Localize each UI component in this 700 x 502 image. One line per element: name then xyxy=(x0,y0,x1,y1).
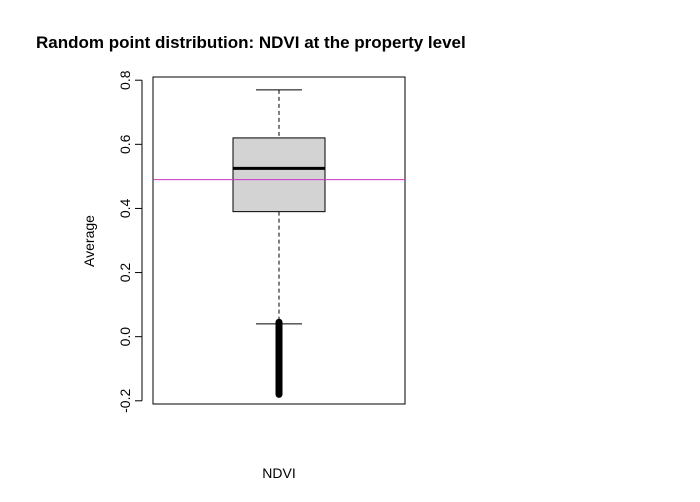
y-axis: -0.2 0.0 0.2 0.4 0.6 0.8 xyxy=(117,70,143,413)
y-tick-label: 0.4 xyxy=(117,198,133,218)
y-tick-label: 0.6 xyxy=(117,134,133,154)
plot-frame xyxy=(152,76,406,405)
x-axis-label: NDVI xyxy=(262,465,295,481)
y-axis-label: Average xyxy=(81,215,97,267)
ndvi-box xyxy=(153,89,405,398)
y-tick-label: 0.0 xyxy=(117,327,133,347)
y-tick-label: 0.2 xyxy=(117,263,133,283)
y-tick-label: -0.2 xyxy=(117,389,133,413)
iqr-box xyxy=(232,137,326,213)
chart-title: Random point distribution: NDVI at the p… xyxy=(36,33,466,52)
y-tick-label: 0.8 xyxy=(117,70,133,90)
